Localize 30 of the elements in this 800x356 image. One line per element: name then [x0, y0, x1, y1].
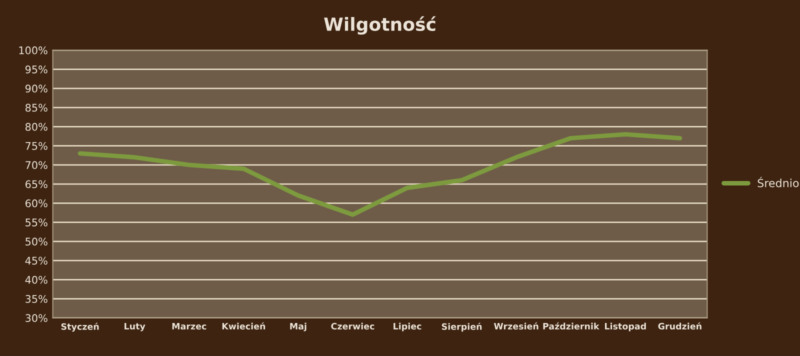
- y-tick-label: 80%: [25, 122, 48, 131]
- x-tick-label: Grudzień: [658, 322, 702, 330]
- y-tick-label: 50%: [26, 238, 48, 246]
- y-tick-label: 70%: [26, 161, 48, 170]
- y-tick-label: 40%: [25, 276, 48, 284]
- y-tick-label: 60%: [26, 199, 48, 208]
- x-tick-label: Lipiec: [394, 322, 422, 332]
- x-tick-label: Czerwiec: [331, 322, 374, 330]
- chart-title: Wilgotność: [324, 16, 436, 35]
- y-tick-label: 35%: [26, 295, 48, 303]
- x-tick-label: Wrzesień: [494, 322, 538, 330]
- line-series: [78, 132, 682, 217]
- x-tick-label: Maj: [290, 322, 306, 332]
- y-tick-label: 90%: [25, 84, 48, 93]
- y-tick-label: 100%: [19, 46, 48, 54]
- y-tick-label: 75%: [26, 142, 48, 150]
- x-tick-label: Listopad: [605, 322, 646, 332]
- y-tick-label: 55%: [26, 218, 48, 226]
- x-tick-label: Styczeń: [61, 322, 99, 332]
- x-tick-label: Sierpień: [442, 322, 482, 332]
- y-tick-label: 65%: [26, 180, 48, 188]
- y-tick-label: 45%: [25, 256, 48, 265]
- x-tick-label: Marzec: [172, 323, 206, 330]
- x-tick-label: Kwiecień: [222, 322, 266, 330]
- x-tick-label: Luty: [124, 322, 146, 332]
- y-tick-label: 95%: [25, 66, 48, 74]
- y-tick-label: 85%: [25, 104, 48, 112]
- legend-label: Średnio: [758, 176, 799, 188]
- x-tick-label: Październik: [543, 322, 600, 330]
- y-tick-label: 30%: [26, 314, 48, 322]
